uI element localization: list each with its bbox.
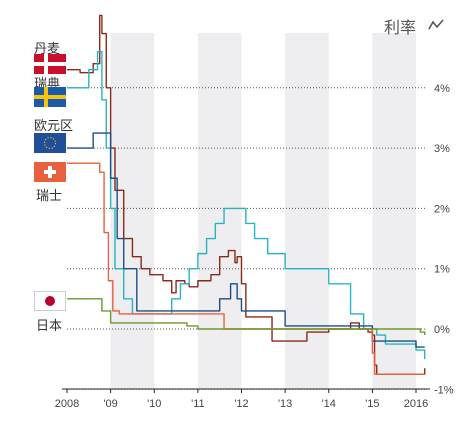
series-line-jp (67, 298, 426, 336)
series-line-se (67, 50, 426, 360)
x-axis: 2008 '09 '10 '11 '12 '13 '14 '15 2016 (55, 388, 430, 410)
series-lines (67, 14, 426, 375)
year-band-2011 (197, 33, 242, 389)
switzerland-flag-icon (34, 162, 66, 182)
legend-label-japan: 日本 (36, 319, 63, 334)
x-tick-label: '09 (103, 398, 117, 410)
y-tick-label: 2% (434, 203, 450, 215)
legend-label-euro-area: 欧元区 (34, 119, 74, 134)
y-tick-label: 1% (434, 264, 450, 276)
x-tick-label: 2008 (55, 398, 79, 410)
japan-flag-icon (34, 291, 66, 311)
x-tick-label: '11 (191, 398, 205, 410)
year-band-2009 (110, 33, 155, 389)
series-line-dk (67, 14, 426, 375)
x-tick-label: '14 (322, 398, 336, 410)
x-tick-label: '15 (365, 398, 379, 410)
series-line-ch (67, 162, 425, 375)
y-tick-label: 0% (434, 324, 450, 336)
eu-flag-icon (34, 133, 66, 153)
series-line-eu (67, 132, 425, 348)
chart-title: 利率 (384, 18, 417, 37)
x-tick-label: '13 (278, 398, 292, 410)
y-tick-label: -1% (434, 384, 454, 396)
legend-label-denmark: 丹麦 (34, 42, 61, 57)
x-tick-label: '10 (147, 398, 161, 410)
y-tick-label: 3% (434, 143, 450, 155)
year-bands (110, 33, 416, 389)
denmark-flag-icon (34, 54, 66, 74)
chart-line-icon[interactable] (428, 18, 444, 30)
sweden-flag-icon (34, 87, 66, 107)
x-tick-label: '12 (234, 398, 248, 410)
x-tick-label: 2016 (404, 398, 428, 410)
y-axis-labels: 4% 3% 2% 1% 0% -1% (434, 83, 454, 396)
legend-label-switzerland: 瑞士 (36, 189, 63, 204)
y-tick-label: 4% (434, 83, 450, 95)
